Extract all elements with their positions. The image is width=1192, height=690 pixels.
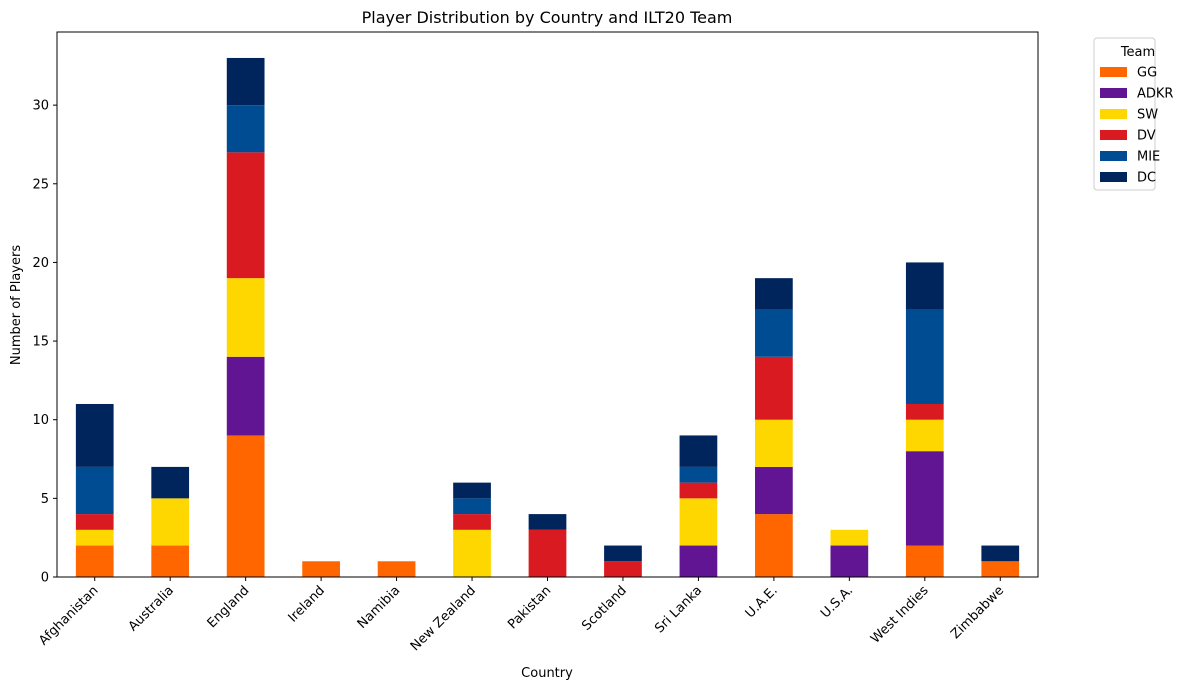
bar-segment xyxy=(604,561,642,577)
bar-segment xyxy=(151,498,190,546)
y-axis-title: Number of Players xyxy=(9,245,24,365)
legend-swatch xyxy=(1100,172,1127,182)
bar-segment xyxy=(905,451,944,546)
legend-entry: GG xyxy=(1137,66,1157,81)
bar-segment xyxy=(453,498,491,515)
bar-segment xyxy=(755,466,793,515)
bar-segment xyxy=(830,529,869,546)
bar-segment xyxy=(453,482,491,499)
y-tick-label: 30 xyxy=(32,99,49,114)
legend-swatch xyxy=(1100,88,1127,98)
legend-entry: MIE xyxy=(1137,150,1160,165)
x-tick-label: Sri Lanka xyxy=(652,583,705,636)
bar-segment xyxy=(151,466,190,499)
legend-title: Team xyxy=(1120,45,1155,60)
bar-segment xyxy=(905,545,944,577)
legend-swatch xyxy=(1100,151,1127,161)
bar-segment xyxy=(226,356,265,436)
bar-segment xyxy=(453,529,491,577)
bar-segment xyxy=(226,57,265,106)
legend: Team GG ADKR SW DV MIE DC xyxy=(1093,37,1173,191)
bar-segment xyxy=(75,529,114,546)
x-tick-label: U.S.A. xyxy=(818,583,856,621)
x-tick-label: Namibia xyxy=(355,583,404,632)
bar-segment xyxy=(75,514,114,530)
legend-entry: SW xyxy=(1137,108,1158,123)
bar-segment xyxy=(905,403,944,420)
bar-segment xyxy=(755,419,793,467)
bar-segment xyxy=(75,545,114,577)
x-tick-label: Scotland xyxy=(579,583,630,634)
x-tick-label: Ireland xyxy=(286,583,328,625)
bar-segment xyxy=(226,105,265,153)
legend-entry: ADKR xyxy=(1137,87,1173,102)
bar-segment xyxy=(755,514,793,577)
y-tick-label: 0 xyxy=(41,571,49,586)
bar-segment xyxy=(226,435,265,577)
bar-segment xyxy=(755,278,793,310)
y-tick-label: 15 xyxy=(32,335,49,350)
x-axis-title: Country xyxy=(521,666,573,681)
x-tick-label: New Zealand xyxy=(408,583,479,654)
x-tick-label: Zimbabwe xyxy=(948,583,1007,642)
bar-segment xyxy=(679,498,718,546)
y-tick-label: 5 xyxy=(41,492,49,507)
bar-segment xyxy=(377,561,416,577)
bar-segment xyxy=(453,514,491,530)
x-tick-label: West Indies xyxy=(868,583,932,647)
y-tick-label: 25 xyxy=(32,177,49,192)
legend-swatch xyxy=(1100,109,1127,119)
bar-segment xyxy=(981,545,1020,562)
bar-segment xyxy=(905,262,944,310)
y-tick-label: 20 xyxy=(32,256,49,271)
legend-swatch xyxy=(1100,67,1127,77)
bar-segment xyxy=(679,482,718,499)
bar-segment xyxy=(981,561,1020,577)
bar-segment xyxy=(528,529,567,577)
chart-title: Player Distribution by Country and ILT20… xyxy=(362,8,733,27)
bar-segment xyxy=(75,466,114,515)
plot-frame xyxy=(56,31,1039,578)
bar-segment xyxy=(302,561,340,577)
bar-segment xyxy=(226,152,265,279)
bar-segment xyxy=(755,309,793,357)
x-tick-label: Australia xyxy=(126,583,177,634)
x-tick-label: Pakistan xyxy=(505,583,554,632)
bar-segment xyxy=(905,419,944,452)
bar-segment xyxy=(830,545,869,577)
x-tick-label: U.A.E. xyxy=(743,583,781,621)
bar-segment xyxy=(679,435,718,467)
x-tick-label: Afghanistan xyxy=(36,583,101,648)
bar-segment xyxy=(151,545,190,577)
bar-segment xyxy=(75,403,114,467)
bar-segment xyxy=(755,356,793,420)
bar-segment xyxy=(528,514,567,530)
legend-entry: DV xyxy=(1137,129,1156,144)
y-tick-label: 10 xyxy=(32,413,49,428)
bar-segment xyxy=(604,545,642,562)
bar-segment xyxy=(226,278,265,357)
legend-swatch xyxy=(1100,130,1127,140)
bar-segment xyxy=(679,466,718,483)
legend-entry: DC xyxy=(1137,171,1156,186)
plot-area: Afghanistan Australia England Ireland Namibi… xyxy=(32,31,1039,654)
bar-segment xyxy=(679,545,718,577)
bar-segment xyxy=(905,309,944,404)
x-tick-label: England xyxy=(205,583,253,631)
